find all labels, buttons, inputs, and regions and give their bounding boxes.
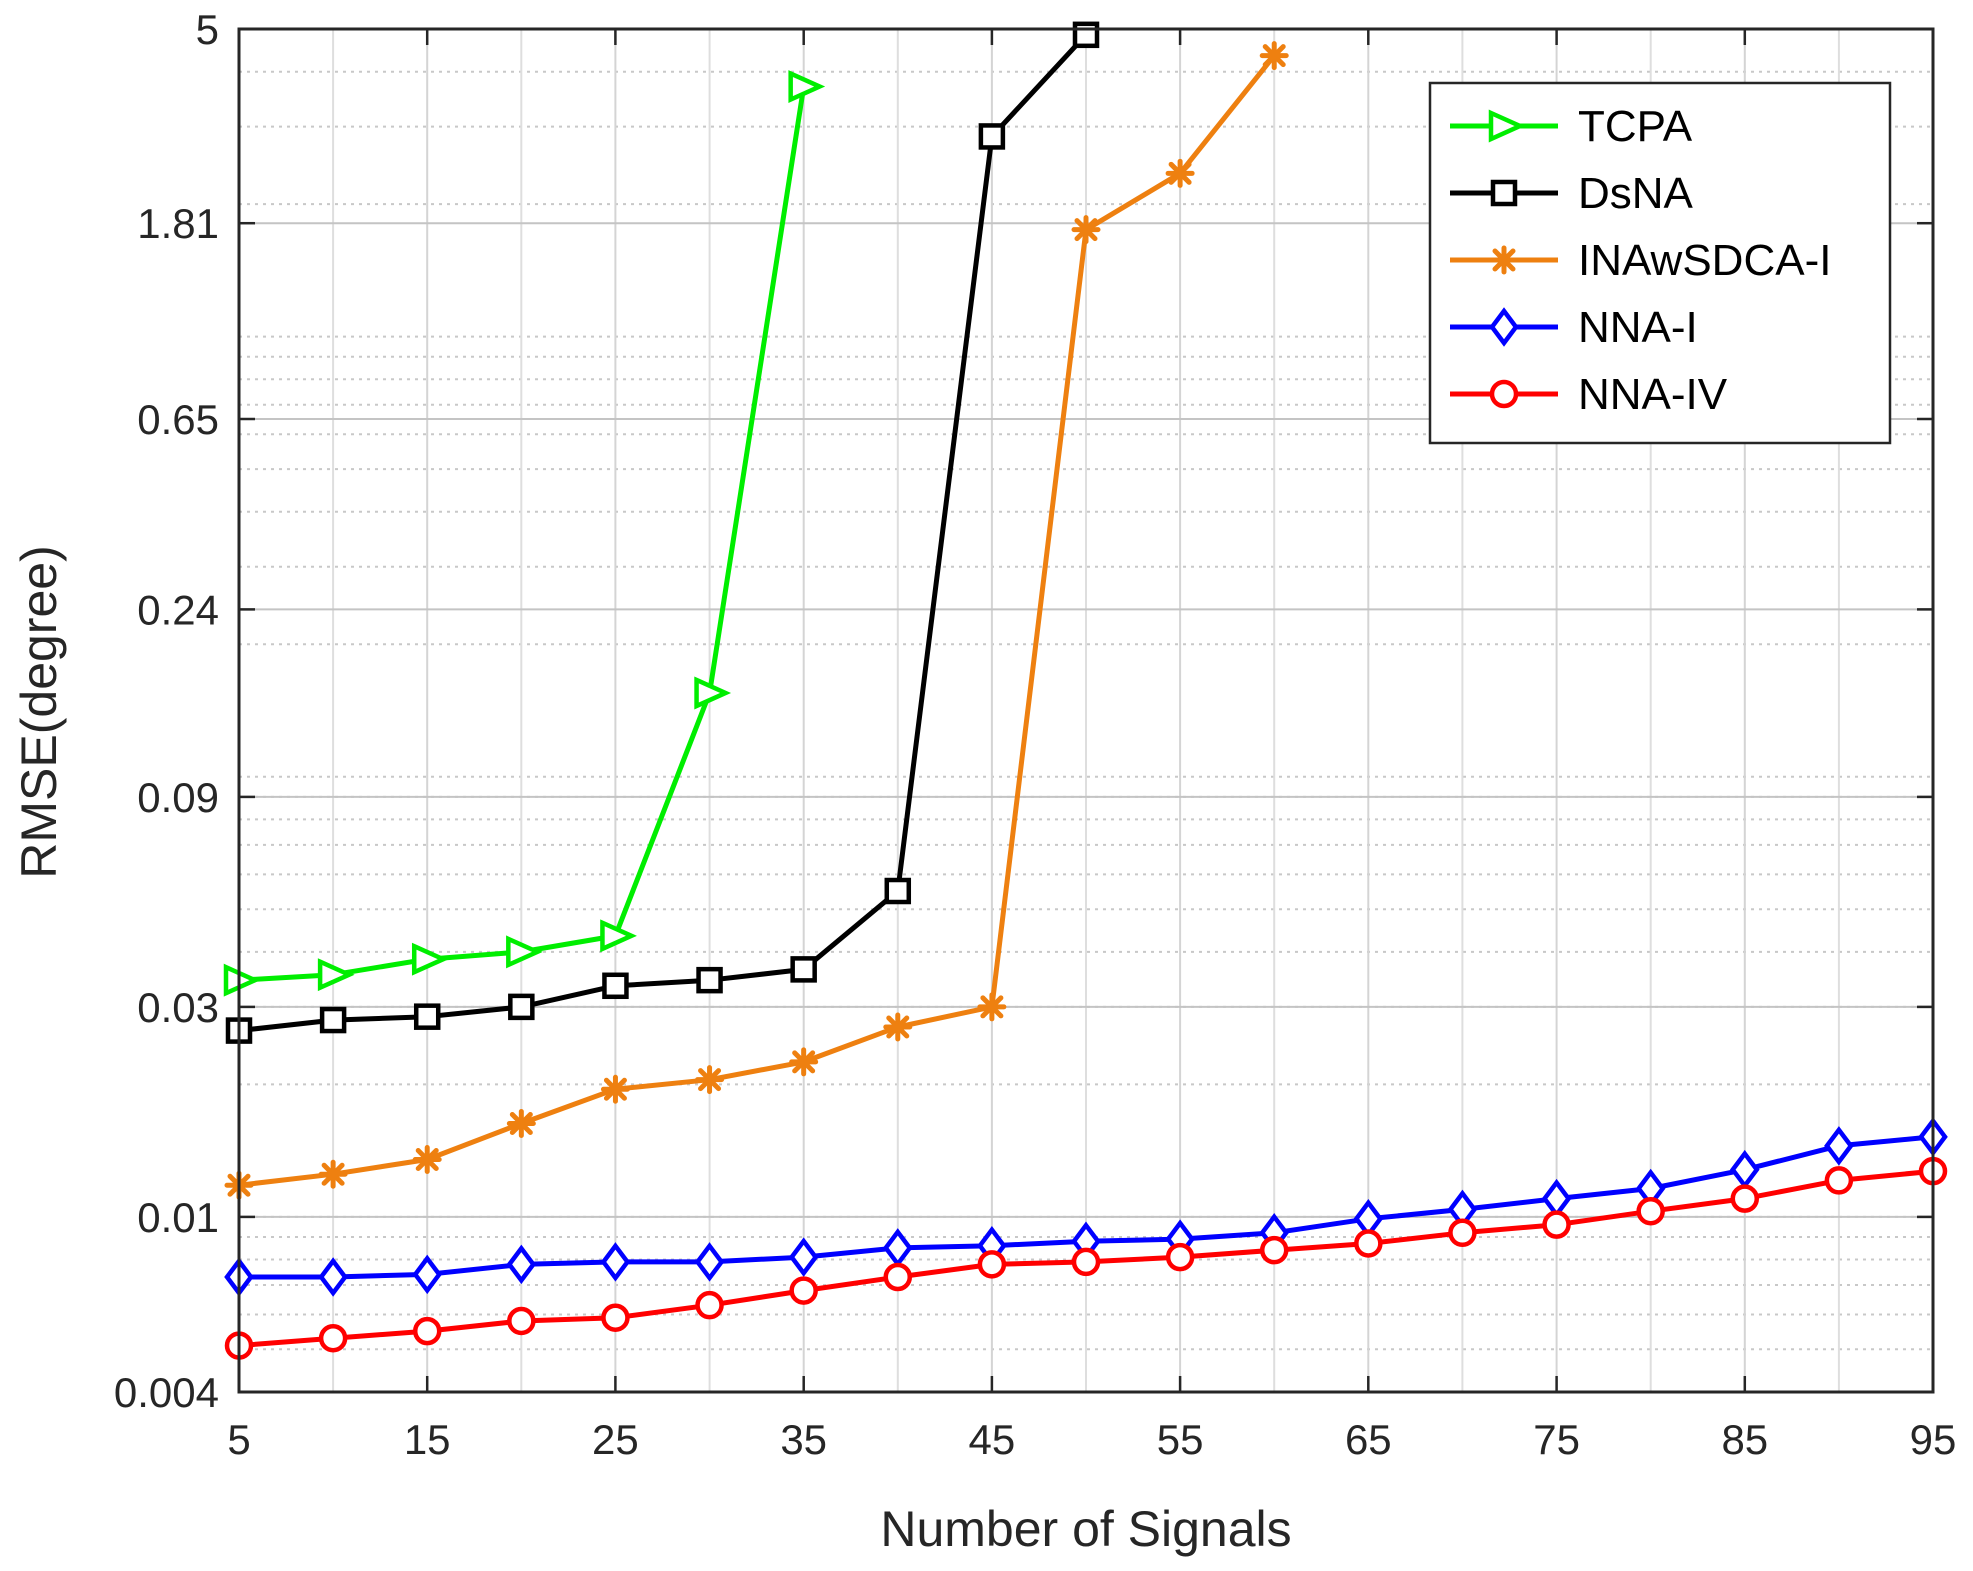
series-inawsdca-i <box>224 41 1289 1200</box>
data-point-nna-iv <box>412 1316 442 1346</box>
data-point-nna-iv <box>1354 1229 1383 1258</box>
data-point-nna-iv <box>318 1323 348 1353</box>
data-point-nna-iv <box>1730 1184 1760 1213</box>
data-point-nna-i <box>694 1242 725 1282</box>
x-tick-label: 85 <box>1721 1416 1768 1463</box>
x-tick-label: 5 <box>227 1416 250 1463</box>
data-point-nna-iv <box>1448 1218 1477 1248</box>
y-tick-label: 0.65 <box>137 396 219 443</box>
legend-item-dsna: DsNA <box>1450 169 1694 218</box>
data-point-dsna <box>790 956 817 983</box>
data-point-inawsdca-i <box>977 992 1007 1022</box>
x-tick-label: 95 <box>1910 1416 1957 1463</box>
y-tick-label: 0.24 <box>137 586 219 633</box>
data-point-nna-iv <box>695 1290 724 1320</box>
x-tick-label: 65 <box>1345 1416 1392 1463</box>
data-point-inawsdca-i <box>1259 41 1289 71</box>
data-point-inawsdca-i <box>1165 158 1195 188</box>
data-point-dsna <box>884 877 912 905</box>
data-point-nna-i <box>412 1254 443 1295</box>
y-tick-label: 0.03 <box>137 984 219 1031</box>
data-point-nna-i <box>506 1244 537 1285</box>
legend-item-inawsdca-i: INAwSDCA-I <box>1450 236 1831 285</box>
legend-label: DsNA <box>1578 169 1694 218</box>
data-point-tcpa <box>600 919 637 953</box>
data-point-dsna <box>319 1006 347 1034</box>
x-tick-label: 55 <box>1157 1416 1204 1463</box>
data-point-tcpa <box>506 935 543 969</box>
legend: TCPA DsNA INAwSDCA-I NNA-I NNA-IV <box>1428 81 1892 445</box>
y-tick-label: 0.09 <box>137 774 219 821</box>
data-point-tcpa <box>317 958 355 992</box>
legend-marker <box>1489 307 1519 347</box>
legend-marker <box>1489 379 1519 409</box>
data-point-nna-i <box>788 1237 819 1277</box>
data-point-nna-iv <box>789 1276 818 1305</box>
data-point-inawsdca-i <box>695 1065 725 1095</box>
data-point-nna-iv <box>507 1306 536 1336</box>
legend-label: NNA-IV <box>1578 370 1728 419</box>
data-point-inawsdca-i <box>789 1047 819 1077</box>
y-tick-label: 0.01 <box>137 1194 219 1241</box>
legend-item-tcpa: TCPA <box>1450 102 1693 151</box>
data-point-nna-i <box>318 1257 348 1297</box>
legend-marker <box>1490 179 1518 207</box>
legend-label: TCPA <box>1578 102 1693 151</box>
legend-marker <box>1489 245 1519 275</box>
data-point-dsna <box>1072 21 1100 49</box>
data-point-nna-iv <box>883 1262 913 1292</box>
data-point-nna-iv <box>1542 1210 1571 1239</box>
x-tick-label: 45 <box>969 1416 1016 1463</box>
x-tick-label: 75 <box>1533 1416 1580 1463</box>
y-tick-labels: 0.004 0.01 0.03 0.09 0.24 0.65 1.81 5 <box>114 6 219 1416</box>
data-point-nna-iv <box>977 1250 1007 1279</box>
data-point-inawsdca-i <box>600 1074 630 1104</box>
series-line-inawsdca-i <box>238 54 1277 1188</box>
data-point-inawsdca-i <box>1071 215 1101 245</box>
data-point-tcpa <box>694 676 732 710</box>
data-point-dsna <box>413 1003 441 1030</box>
x-axis-label: Number of Signals <box>880 1501 1291 1557</box>
y-tick-label: 1.81 <box>137 200 219 247</box>
legend-item-nna-i: NNA-I <box>1450 303 1698 352</box>
series-layer <box>223 21 1948 1360</box>
axes-box <box>237 27 1935 1394</box>
data-point-dsna <box>602 972 629 1000</box>
y-tick-label: 0.004 <box>114 1369 219 1416</box>
data-point-nna-iv <box>601 1303 630 1332</box>
data-point-dsna <box>978 123 1006 150</box>
data-point-dsna <box>508 993 535 1021</box>
data-point-inawsdca-i <box>412 1144 442 1174</box>
tick-marks <box>237 27 1935 1394</box>
data-point-dsna <box>696 966 723 994</box>
data-point-nna-i <box>1824 1126 1854 1166</box>
legend-label: NNA-I <box>1578 303 1698 352</box>
data-point-nna-iv <box>1824 1166 1854 1195</box>
x-tick-label: 25 <box>592 1416 639 1463</box>
data-point-tcpa <box>788 70 826 104</box>
x-tick-label: 35 <box>780 1416 827 1463</box>
y-axis-label: RMSE(degree) <box>11 545 67 878</box>
series-nna-iv <box>224 1156 1948 1360</box>
legend-label: INAwSDCA-I <box>1578 236 1831 285</box>
data-point-inawsdca-i <box>318 1159 348 1189</box>
data-point-nna-iv <box>1259 1235 1289 1265</box>
x-tick-label: 15 <box>404 1416 451 1463</box>
data-point-nna-iv <box>1165 1242 1195 1272</box>
data-point-nna-iv <box>1636 1196 1665 1226</box>
series-dsna <box>225 21 1100 1044</box>
x-tick-labels: 5 15 25 35 45 55 65 75 85 95 <box>227 1416 1956 1463</box>
legend-marker <box>1488 109 1526 143</box>
y-tick-label: 5 <box>196 6 219 53</box>
data-point-tcpa <box>411 942 449 976</box>
data-point-inawsdca-i <box>506 1108 536 1138</box>
series-line-dsna <box>238 33 1088 1034</box>
data-point-nna-i <box>600 1242 631 1282</box>
legend-item-nna-iv: NNA-IV <box>1450 370 1728 419</box>
data-point-inawsdca-i <box>883 1012 913 1042</box>
data-point-nna-iv <box>1071 1247 1101 1277</box>
